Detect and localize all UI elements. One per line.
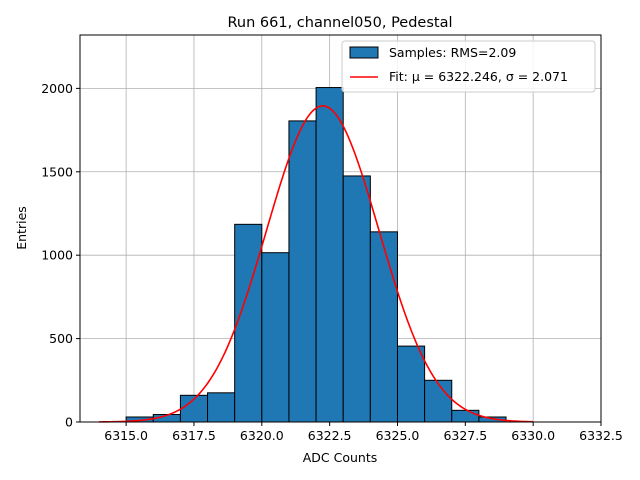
x-tick-label: 6315.0 [104, 428, 148, 443]
histogram-bar [342, 175, 371, 423]
histogram-bar [315, 87, 344, 423]
x-tick-label: 6327.5 [443, 428, 487, 443]
histogram-bar [288, 120, 317, 423]
fit-curve-group [98, 105, 534, 423]
histogram-bar [207, 392, 236, 423]
y-tick-label: 0 [65, 415, 73, 430]
x-axis-label: ADC Counts [303, 450, 378, 465]
histogram-bar [261, 252, 290, 423]
legend-fit-mu: μ = 6322.246, [412, 69, 506, 84]
legend-histogram-label: Samples: RMS=2.09 [389, 45, 516, 60]
histogram-bar [396, 345, 426, 423]
y-axis-ticks: 0 500 1000 1500 2000 [41, 81, 80, 430]
histogram-bar [451, 409, 480, 423]
y-axis-label: Entries [14, 206, 29, 250]
y-tick-label: 500 [49, 331, 73, 346]
x-tick-label: 6325.0 [376, 428, 420, 443]
y-tick-label: 1000 [41, 248, 73, 263]
y-tick-label: 1500 [41, 164, 73, 179]
legend-fit-prefix: Fit: [389, 69, 412, 84]
x-tick-label: 6317.5 [172, 428, 216, 443]
y-tick-label: 2000 [41, 81, 73, 96]
x-tick-label: 6322.5 [308, 428, 352, 443]
legend-histogram-swatch [349, 46, 379, 59]
fit-curve [98, 105, 534, 423]
x-tick-label: 6330.0 [511, 428, 555, 443]
legend-fit-sigma: σ = 2.071 [506, 69, 568, 84]
x-tick-label: 6332.5 [579, 428, 623, 443]
legend-fit-label: Fit: μ = 6322.246, σ = 2.071 [389, 69, 568, 84]
histogram-bars [125, 87, 507, 423]
legend: Samples: RMS=2.09 Fit: μ = 6322.246, σ =… [341, 40, 596, 93]
histogram-bar [234, 223, 263, 423]
chart-title: Run 661, channel050, Pedestal [227, 15, 452, 31]
legend-box [341, 40, 596, 93]
plot-frame [79, 34, 602, 423]
histogram-bar [424, 379, 453, 423]
histogram-bar [369, 231, 398, 423]
x-tick-label: 6320.0 [240, 428, 284, 443]
x-axis-ticks: 6315.0 6317.5 6320.0 6322.5 6325.0 6327.5 6330… [104, 422, 623, 443]
